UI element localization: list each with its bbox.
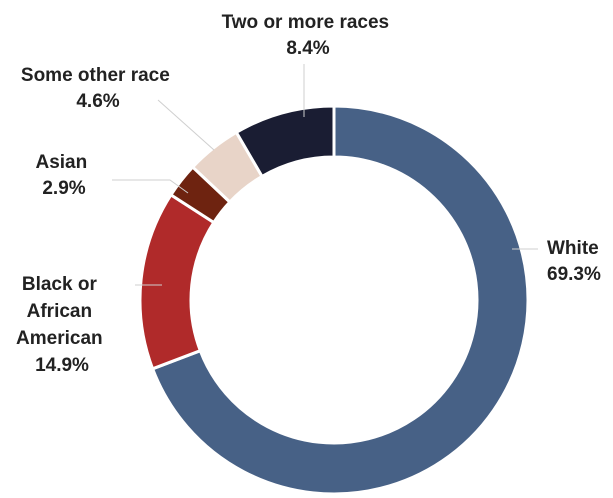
slice-value-other: 4.6% (76, 91, 119, 112)
slice-label-white: White 69.3% (547, 238, 604, 285)
slice-label-black-line-1: Black or (22, 274, 98, 295)
slice-black (138, 193, 216, 371)
slice-label-black-line-3: American (16, 328, 103, 349)
slice-label-other-line-1: Some other race (21, 65, 170, 86)
slice-label-other: Some other race 4.6% (21, 65, 175, 112)
slice-label-white-line-1: White (547, 238, 599, 259)
slice-label-two-or-more: Two or more races 8.4% (222, 12, 395, 59)
leader-lines (112, 64, 538, 286)
slice-label-black-line-2: African (27, 301, 92, 322)
donut-slices (138, 104, 530, 496)
leader-line-other (157, 99, 215, 151)
slice-label-asian: Asian 2.9% (35, 152, 92, 199)
slice-value-two-or-more: 8.4% (286, 38, 329, 59)
leader-line-asian (112, 179, 189, 194)
slice-white (151, 104, 530, 496)
slice-value-black: 14.9% (35, 355, 89, 376)
slice-label-asian-line-1: Asian (35, 152, 87, 173)
slice-label-black: Black or African American 14.9% (16, 274, 108, 376)
slice-two-or-more (234, 104, 336, 178)
slice-label-two-or-more-line-1: Two or more races (222, 12, 390, 33)
slice-value-asian: 2.9% (42, 178, 85, 199)
slice-value-white: 69.3% (547, 264, 601, 285)
